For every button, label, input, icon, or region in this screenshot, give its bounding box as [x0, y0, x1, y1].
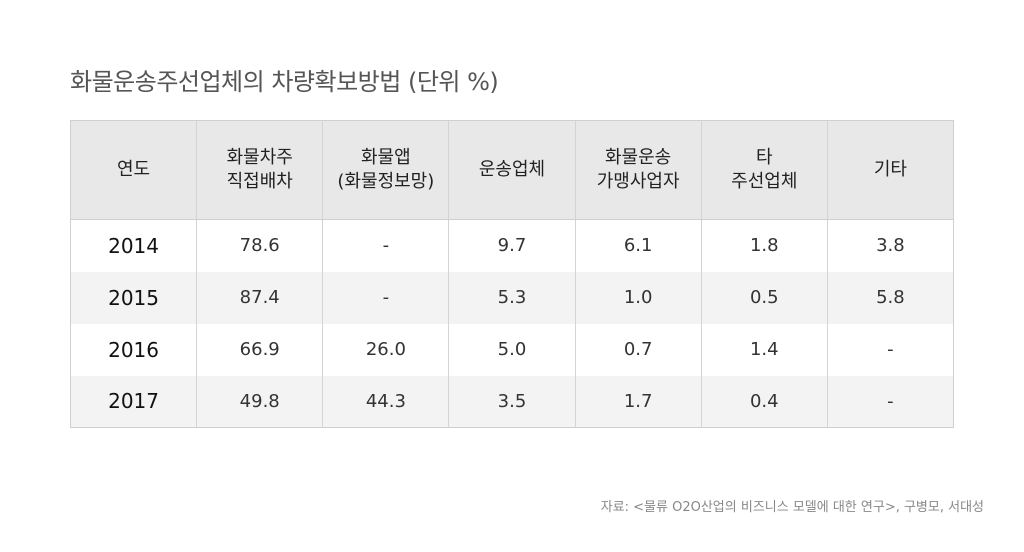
value-cell: 0.4: [700, 375, 828, 428]
source-note: 자료: <물류 O2O산업의 비즈니스 모델에 대한 연구>, 구병모, 서대성: [600, 500, 984, 515]
table-body: 2014 78.6-9.7 6.1 1.8 3.8 2015 87.4-5.3 1.0 0.5 5…: [70, 219, 954, 428]
value-cell: 87.4: [196, 271, 323, 324]
value-cell: 49.8: [196, 375, 323, 428]
column-header-line: 주선업체: [731, 171, 798, 192]
column-header-line: 직접배차: [226, 171, 293, 192]
value-cell: 44.3: [322, 375, 449, 428]
data-table: 연도 화물차주 직접배차 화물앱 (화물정보망) 운송업체 화물운송 가맹사업자 타 주선업체 기타…: [70, 120, 954, 428]
column-header-line: (화물정보망): [337, 171, 435, 192]
table-row: 2015 87.4-5.3 1.0 0.5 5.8: [70, 271, 954, 324]
value-cell: 5.3: [448, 271, 576, 324]
value-cell: 9.7: [448, 219, 576, 272]
table-row: 2016 66.9 26.0 5.0 0.7 1.4-: [70, 323, 954, 376]
column-header-line: 가맹사업자: [596, 171, 680, 192]
value-cell: 66.9: [196, 323, 323, 376]
column-header: 화물앱 (화물정보망): [322, 120, 449, 220]
value-cell: 1.0: [574, 271, 702, 324]
year-cell: 2017: [108, 389, 160, 414]
value-cell: -: [322, 219, 449, 272]
value-cell: 0.7: [574, 323, 702, 376]
column-header-line: 타: [755, 147, 773, 168]
table-row: 2014 78.6-9.7 6.1 1.8 3.8: [70, 219, 954, 272]
value-cell: 5.8: [826, 271, 954, 324]
value-cell: 5.0: [448, 323, 576, 376]
value-cell: -: [322, 271, 449, 324]
table-row: 2017 49.8 44.3 3.5 1.7 0.4-: [70, 375, 954, 428]
value-cell: 1.8: [700, 219, 828, 272]
year-cell: 2015: [108, 285, 160, 310]
value-cell: 3.5: [448, 375, 576, 428]
year-cell: 2014: [108, 233, 160, 258]
value-cell: -: [826, 323, 954, 376]
column-header: 운송업체: [448, 120, 576, 220]
column-header-line: 운송업체: [478, 159, 546, 180]
header-row: 연도 화물차주 직접배차 화물앱 (화물정보망) 운송업체 화물운송 가맹사업자 타 주선업체 기타: [70, 120, 954, 220]
value-cell: 1.4: [700, 323, 828, 376]
value-cell: 6.1: [574, 219, 702, 272]
column-header-line: 화물차주: [226, 147, 293, 168]
value-cell: 0.5: [700, 271, 828, 324]
value-cell: 26.0: [322, 323, 449, 376]
column-header: 기타: [826, 120, 954, 220]
column-header-line: 연도: [117, 159, 151, 180]
value-cell: 3.8: [826, 219, 954, 272]
column-header-line: 화물앱: [361, 147, 411, 168]
value-cell: 1.7: [574, 375, 702, 428]
column-header: 연도: [70, 120, 197, 220]
column-header-line: 기타: [873, 159, 907, 180]
value-cell: 78.6: [196, 219, 323, 272]
value-cell: -: [826, 375, 954, 428]
column-header-line: 화물운송: [605, 147, 672, 168]
chart-title: 화물운송주선업체의 차량확보방법 (단위 %): [70, 68, 499, 96]
year-cell: 2016: [108, 337, 160, 362]
